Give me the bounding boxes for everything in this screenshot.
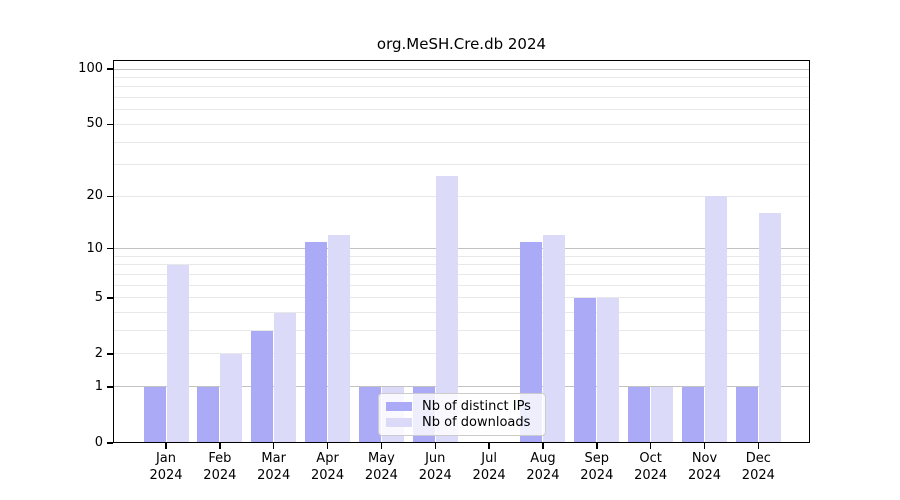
x-tick-label: Apr 2024 [311,451,345,483]
bar-downloads [220,353,243,443]
y-tick-label: 10 [86,240,103,256]
x-tick-label: Dec 2024 [741,451,775,483]
bar-distinct-ips [520,241,543,443]
legend-item-distinct-ips: Nb of distinct IPs [386,398,537,415]
minor-gridline [113,353,810,355]
bar-downloads [651,386,674,443]
x-tick-mark [434,443,436,449]
y-tick-mark [107,123,113,126]
x-tick-mark [219,443,221,449]
x-tick-mark [757,443,760,449]
y-tick-label: 2 [94,345,103,361]
bar-distinct-ips [628,386,651,443]
x-tick-label: Jun 2024 [418,451,452,483]
x-tick-mark [488,443,490,449]
bar-downloads [597,297,620,443]
x-tick-mark [649,443,652,449]
bar-downloads [435,175,458,443]
bar-distinct-ips [197,386,220,443]
x-tick-label: Aug 2024 [526,451,560,483]
y-tick-mark [107,297,113,299]
legend-item-downloads: Nb of downloads [386,415,537,432]
bar-distinct-ips [358,386,381,443]
bar-downloads [274,312,297,443]
legend: Nb of distinct IPs Nb of downloads [378,393,546,436]
chart-title: org.MeSH.Cre.db 2024 [376,35,547,53]
minor-gridline [113,255,810,257]
minor-gridline [113,97,810,99]
x-tick-mark [542,443,544,449]
y-tick-label: 0 [94,435,103,450]
bar-downloads [328,235,351,443]
y-tick-label: 100 [78,61,103,77]
x-tick-label: Feb 2024 [203,451,237,483]
x-tick-label: Jul 2024 [472,451,506,483]
minor-gridline [113,264,810,266]
x-tick-mark [272,443,275,449]
x-tick-label: Jan 2024 [149,451,183,483]
legend-swatch-distinct-ips [386,401,412,411]
minor-gridline [113,195,810,197]
minor-gridline [113,297,810,299]
minor-gridline [113,284,810,286]
y-tick-mark [107,353,113,355]
y-tick-label: 5 [94,289,103,305]
bar-distinct-ips [143,386,166,443]
y-tick-mark [107,68,113,70]
minor-gridline [113,274,810,276]
minor-gridline [113,86,810,88]
y-tick-mark [107,386,113,388]
minor-gridline [113,312,810,314]
x-tick-label: Nov 2024 [687,451,722,483]
major-gridline [113,68,810,70]
legend-swatch-downloads [386,418,412,428]
minor-gridline [113,164,810,166]
legend-label-downloads: Nb of downloads [422,415,531,431]
x-tick-label: May 2024 [364,451,398,483]
x-tick-mark [380,443,383,449]
x-tick-label: Oct 2024 [634,451,668,483]
x-tick-label: Sep 2024 [580,451,614,483]
x-tick-mark [703,443,706,449]
major-gridline [113,248,810,250]
bar-distinct-ips [305,241,328,443]
plot-area: 0 1 2 5 10 20 50 100 Jan 2024 Feb 2024 Mar 2024 Apr 202… [78,60,810,483]
bar-downloads [543,235,566,443]
bar-downloads [166,264,189,443]
y-tick-label: 50 [86,116,103,132]
bar-distinct-ips [682,386,704,443]
y-tick-mark [107,195,113,198]
minor-gridline [113,109,810,111]
bar-downloads [705,196,727,443]
minor-gridline [113,330,810,332]
x-tick-label: Mar 2024 [257,451,291,483]
x-tick-mark [165,443,167,449]
legend-label-distinct-ips: Nb of distinct IPs [422,398,531,414]
bar-distinct-ips [574,297,597,443]
y-tick-label: 1 [94,378,103,394]
major-gridline [113,386,810,388]
minor-gridline [113,77,810,79]
y-tick-label: 20 [86,188,103,204]
minor-gridline [113,123,810,125]
x-tick-mark [596,443,598,449]
bar-distinct-ips [735,386,758,443]
x-tick-mark [326,443,329,449]
bar-downloads [758,213,781,443]
bar-distinct-ips [251,330,274,443]
y-tick-mark [107,247,113,250]
minor-gridline [113,141,810,143]
y-tick-mark [107,442,113,444]
